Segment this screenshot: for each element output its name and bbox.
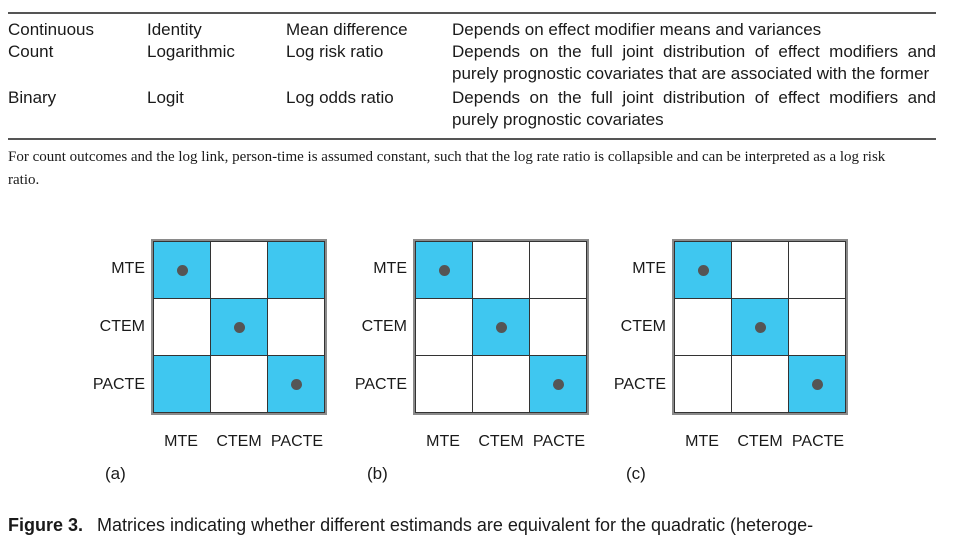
row-label: PACTE (354, 376, 407, 393)
column-label: CTEM (478, 433, 524, 450)
link-cell: Logit (147, 88, 184, 107)
equivalence-matrix (672, 239, 848, 415)
diagonal-dot (177, 265, 188, 276)
column-label: PACTE (532, 433, 586, 450)
row-label: CTEM (361, 318, 407, 335)
diagonal-dot (291, 379, 302, 390)
row-label: MTE (111, 260, 145, 277)
table-footnote: For count outcomes and the log link, per… (8, 149, 886, 188)
column-label: PACTE (270, 433, 324, 450)
equivalence-matrix (413, 239, 589, 415)
caption-label: Figure 3. (8, 515, 84, 535)
diagonal-dot (496, 322, 507, 333)
matrix-cell (788, 298, 846, 356)
diagonal-dot (439, 265, 450, 276)
matrix-cell (472, 355, 530, 413)
measure-cell: Mean difference (286, 20, 408, 39)
diagonal-dot (698, 265, 709, 276)
collapsibility-cell: Depends on the full joint distribution o… (452, 88, 936, 129)
row-label: MTE (632, 260, 666, 277)
row-label: PACTE (92, 376, 145, 393)
matrix-cell (267, 355, 325, 413)
matrix-cell (788, 241, 846, 299)
link-cell: Identity (147, 20, 202, 39)
table-bottom-rule (8, 138, 936, 140)
caption-text: Matrices indicating whether different es… (97, 515, 814, 535)
row-label: MTE (373, 260, 407, 277)
measure-cell: Log odds ratio (286, 88, 394, 107)
outcome-cell: Binary (8, 88, 57, 107)
panel-label: (a) (105, 464, 126, 483)
row-label: PACTE (613, 376, 666, 393)
matrix-cell (529, 241, 587, 299)
matrix-cell (210, 355, 268, 413)
diagonal-dot (755, 322, 766, 333)
matrix-cell (267, 241, 325, 299)
matrix-cell (210, 241, 268, 299)
matrix-cell (415, 298, 473, 356)
matrix-cell (210, 298, 268, 356)
matrix-cell (731, 355, 789, 413)
diagonal-dot (553, 379, 564, 390)
matrix-cell (267, 298, 325, 356)
matrix-cell (674, 298, 732, 356)
matrix-cell (529, 298, 587, 356)
outcome-cell: Continuous (8, 20, 95, 39)
matrix-cell (415, 241, 473, 299)
matrix-cell (731, 298, 789, 356)
matrix-cell (674, 241, 732, 299)
diagonal-dot (812, 379, 823, 390)
equivalence-matrix (151, 239, 327, 415)
matrix-cell (153, 355, 211, 413)
outcome-cell: Count (8, 42, 54, 61)
row-label: CTEM (99, 318, 145, 335)
collapsibility-cell: Depends on the full joint distribution o… (452, 42, 936, 83)
matrix-cell (472, 298, 530, 356)
column-label: MTE (164, 433, 198, 450)
column-label: CTEM (216, 433, 262, 450)
column-label: MTE (426, 433, 460, 450)
matrix-cell (415, 355, 473, 413)
column-label: MTE (685, 433, 719, 450)
panel-label: (c) (626, 464, 646, 483)
matrix-cell (788, 355, 846, 413)
panel-label: (b) (367, 464, 388, 483)
matrix-cell (529, 355, 587, 413)
matrix-cell (472, 241, 530, 299)
diagonal-dot (234, 322, 245, 333)
column-label: PACTE (791, 433, 845, 450)
measure-cell: Log risk ratio (286, 42, 384, 61)
matrix-cell (153, 298, 211, 356)
collapsibility-cell: Depends on effect modifier means and var… (452, 20, 822, 39)
row-label: CTEM (620, 318, 666, 335)
figure-caption: Figure 3. Matrices indicating whether dif… (8, 515, 813, 536)
table-top-rule (8, 12, 936, 14)
matrix-cell (153, 241, 211, 299)
matrix-cell (674, 355, 732, 413)
link-cell: Logarithmic (147, 42, 235, 61)
matrix-cell (731, 241, 789, 299)
column-label: CTEM (737, 433, 783, 450)
